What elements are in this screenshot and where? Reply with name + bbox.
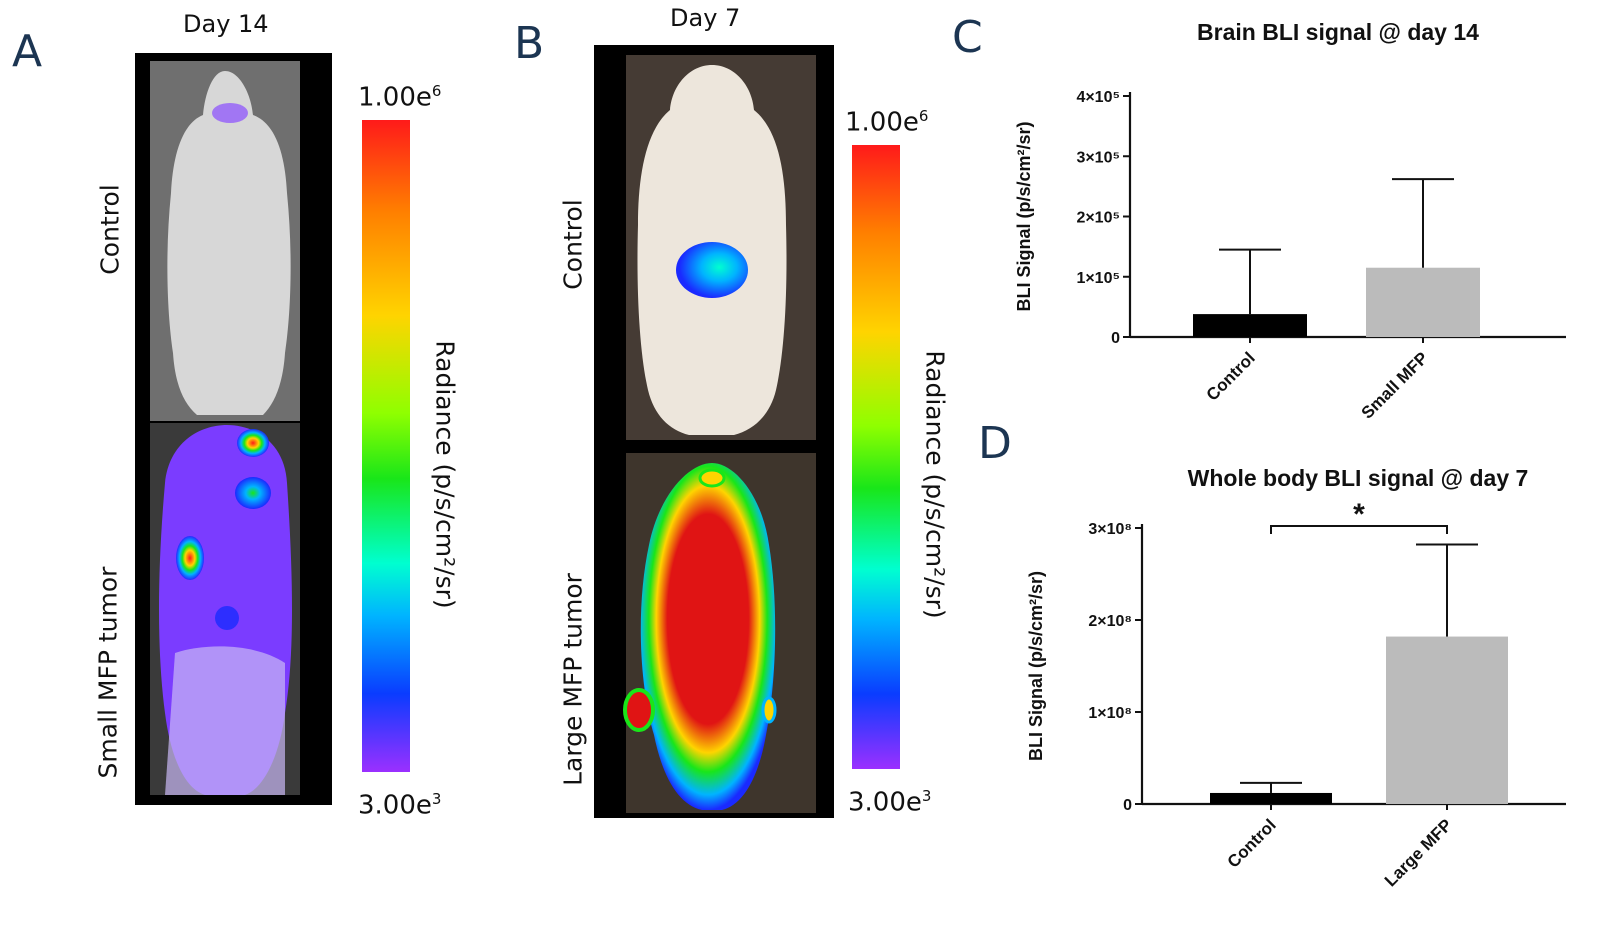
bar-control [1193, 314, 1307, 337]
bar-small-mfp [1366, 267, 1480, 337]
panel-b-mice-image [594, 45, 834, 818]
panel-b-control-label: Control [558, 199, 588, 290]
y-tick-label: 1×10⁵ [1076, 270, 1120, 287]
panel-d-letter: D [978, 418, 1012, 469]
panel-b-tumor-label: Large MFP tumor [558, 573, 588, 786]
panel-a-mice-image [135, 53, 332, 805]
panel-c-letter: C [952, 12, 983, 63]
significance-star: * [1353, 498, 1365, 531]
chart-title: Brain BLI signal @ day 14 [1197, 19, 1479, 45]
panel-b-mice-illustration [623, 55, 816, 813]
panel-b-letter: B [514, 18, 545, 69]
panel-b-colorbar-label: Radiance (p/s/cm²/sr) [920, 350, 950, 619]
panel-a-colorbar-max: 1.00e6 [358, 82, 442, 113]
panel-a-colorbar-label: Radiance (p/s/cm²/sr) [430, 340, 460, 609]
chart-brain-bli: Brain BLI signal @ day 14 BLI Signal (p/s… [1014, 19, 1566, 423]
panel-a-control-label: Control [95, 184, 125, 275]
y-axis-label: BLI Signal (p/s/cm²/sr) [1014, 121, 1034, 311]
x-tick-label: Small MFP [1358, 348, 1432, 422]
chart-title: Whole body BLI signal @ day 7 [1188, 465, 1529, 491]
y-tick-label: 0 [1123, 797, 1132, 814]
panel-a-mice-illustration [150, 61, 300, 795]
y-tick-label: 4×10⁵ [1076, 89, 1120, 106]
panel-a-colorbar-min: 3.00e3 [358, 790, 442, 821]
y-tick-label: 0 [1111, 330, 1120, 347]
y-tick-label: 2×10⁸ [1088, 613, 1132, 630]
chart-whole-body-bli: Whole body BLI signal @ day 7 BLI Signal … [1026, 465, 1566, 890]
x-tick-label: Control [1224, 815, 1280, 871]
panel-b-colorbar-max: 1.00e6 [845, 107, 929, 138]
y-tick-label: 1×10⁸ [1088, 705, 1132, 722]
y-tick-label: 3×10⁵ [1076, 149, 1120, 166]
y-axis-label: BLI Signal (p/s/cm²/sr) [1026, 571, 1046, 761]
panel-b-colorbar [852, 145, 900, 769]
panel-b-colorbar-min: 3.00e3 [848, 787, 932, 818]
panel-a-colorbar [362, 120, 410, 772]
y-tick-label: 2×10⁵ [1076, 210, 1120, 227]
panel-a-tumor-label: Small MFP tumor [93, 566, 123, 779]
panel-a-letter: A [12, 26, 43, 77]
panel-b-day-label: Day 7 [670, 4, 741, 32]
panel-a-day-label: Day 14 [183, 10, 269, 38]
y-tick-label: 3×10⁸ [1088, 521, 1132, 538]
bar-large-mfp [1386, 636, 1508, 804]
significance-bracket [1270, 525, 1448, 534]
bar-control [1210, 792, 1332, 804]
x-tick-label: Large MFP [1381, 815, 1456, 890]
x-tick-label: Control [1203, 348, 1259, 404]
